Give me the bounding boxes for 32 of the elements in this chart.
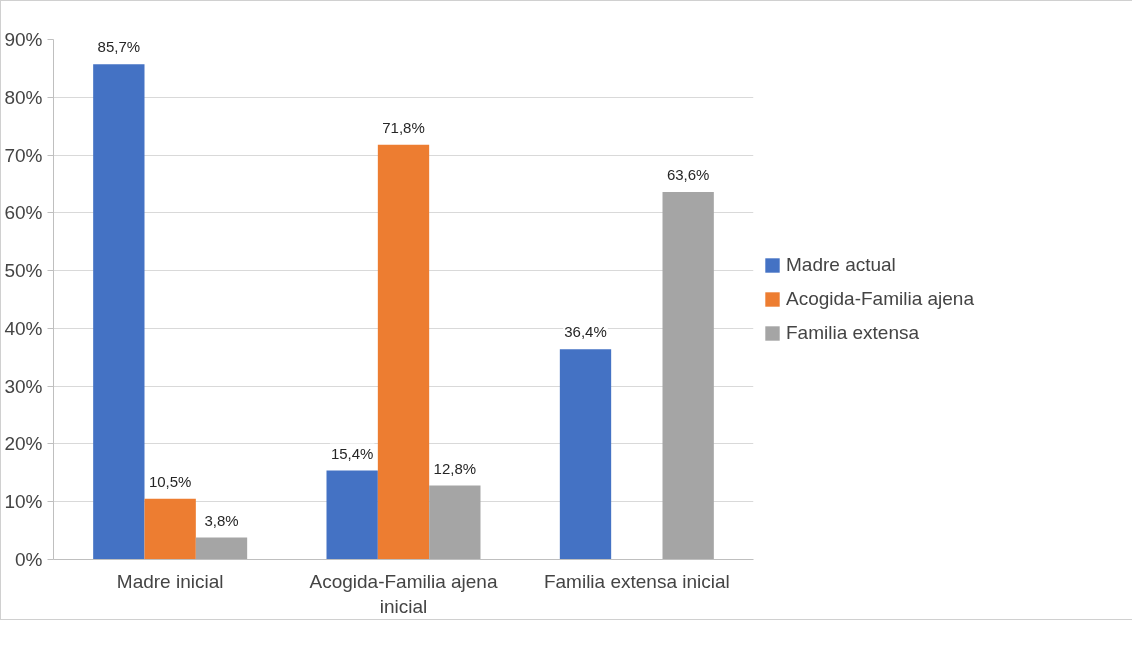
x-tick-label: Familia extensa inicial <box>543 570 730 592</box>
bar <box>195 537 248 560</box>
bar <box>377 144 430 560</box>
data-label: 36,4% <box>564 323 607 341</box>
x-tick-label: Acogida-Familia ajena inicial <box>309 570 498 617</box>
y-tick-label: 20% <box>4 433 43 455</box>
data-label: 10,5% <box>148 472 192 490</box>
y-tick-label: 60% <box>4 202 43 224</box>
bar <box>559 349 612 560</box>
bar <box>429 485 481 560</box>
x-tick-label: Madre inicial <box>116 570 224 592</box>
bar <box>662 192 714 560</box>
data-label: 63,6% <box>666 166 710 184</box>
y-tick-label: 10% <box>4 491 43 513</box>
y-tick-label: 90% <box>4 29 43 50</box>
legend-label: Acogida-Familia ajena <box>786 288 974 310</box>
data-label: 3,8% <box>204 511 239 529</box>
data-label: 85,7% <box>97 38 141 56</box>
data-label: 15,4% <box>330 444 374 462</box>
y-tick-label: 30% <box>4 375 43 397</box>
data-label: 71,8% <box>382 118 425 136</box>
y-tick-label: 80% <box>4 86 43 108</box>
data-label: 12,8% <box>433 459 477 477</box>
y-tick-label: 0% <box>15 549 43 570</box>
legend-label: Madre actual <box>786 254 896 276</box>
legend-label: Familia extensa <box>786 322 920 344</box>
bar <box>144 498 196 560</box>
bar <box>93 64 145 560</box>
y-tick-label: 40% <box>4 317 43 339</box>
bar <box>326 470 378 560</box>
y-tick-label: 70% <box>4 144 43 166</box>
y-tick-label: 50% <box>4 260 43 282</box>
